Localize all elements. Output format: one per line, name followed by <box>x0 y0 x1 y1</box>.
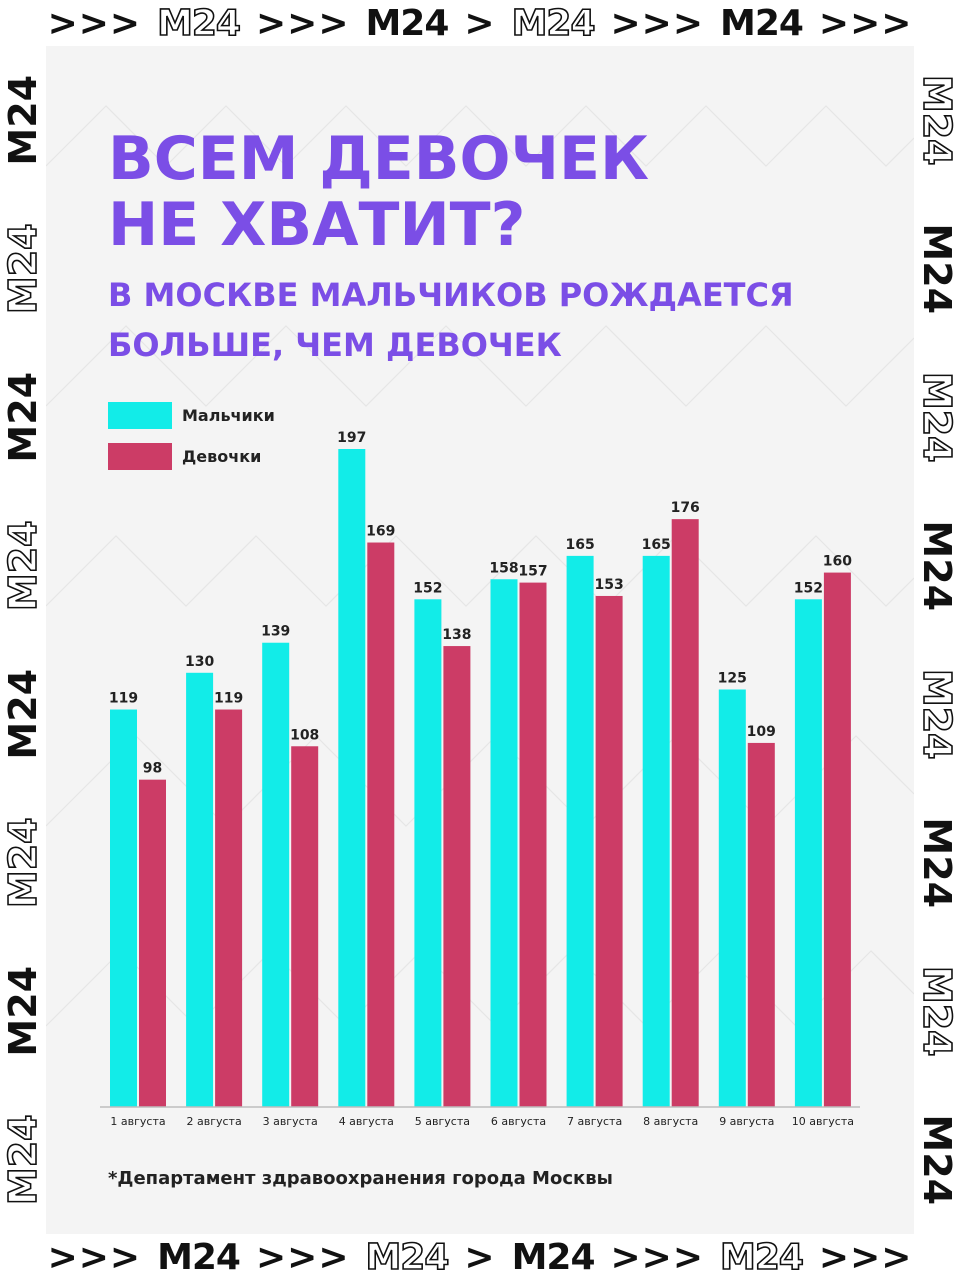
legend-label-girls: Девочки <box>182 447 262 466</box>
m24-logo-outline: M24 <box>0 223 46 315</box>
title-line: НЕ ХВАТИТ? <box>108 190 526 260</box>
m24-logo: M24 <box>720 2 804 44</box>
m24-logo: M24 <box>915 1114 959 1206</box>
m24-logo: M24 <box>915 817 959 909</box>
m24-logo: M24 <box>365 2 449 44</box>
m24-logo: M24 <box>915 520 959 612</box>
right-frame-band: M24 M24 M24 M24 M24 M24 M24 M24 <box>914 46 960 1234</box>
m24-logo-outline: M24 <box>511 2 597 45</box>
arrows-decoration: >>> <box>818 2 913 44</box>
subtitle-line: В МОСКВЕ МАЛЬЧИКОВ РОЖДАЕТСЯ <box>108 276 794 314</box>
top-frame-band: >>> M24 >>> M24 > M24 >>> M24 >>> <box>0 0 960 46</box>
arrows-decoration: >>> <box>610 2 704 44</box>
chart-title: ВСЕМ ДЕВОЧЕК НЕ ХВАТИТ? <box>108 126 649 258</box>
arrow-decoration: > <box>464 1236 496 1278</box>
source-note: *Департамент здравоохранения города Моск… <box>108 1168 613 1189</box>
m24-logo-outline: M24 <box>914 74 960 166</box>
m24-logo: M24 <box>1 668 45 760</box>
left-frame-band: M24 M24 M24 M24 M24 M24 M24 M24 <box>0 46 46 1234</box>
m24-logo: M24 <box>157 1236 241 1278</box>
arrows-decoration: >>> <box>255 1236 350 1278</box>
legend-item-girls: Девочки <box>108 443 275 470</box>
m24-logo: M24 <box>1 371 45 463</box>
m24-logo-outline: M24 <box>365 1236 451 1279</box>
m24-logo-outline: M24 <box>0 520 46 612</box>
arrow-decoration: > <box>464 2 496 44</box>
bottom-frame-band: >>> M24 >>> M24 > M24 >>> M24 >>> <box>0 1234 960 1280</box>
m24-logo-outline: M24 <box>156 2 242 45</box>
subtitle-line: БОЛЬШЕ, ЧЕМ ДЕВОЧЕК <box>108 326 562 364</box>
chart-legend: Мальчики Девочки <box>108 402 275 484</box>
legend-swatch-boys <box>108 402 172 429</box>
m24-logo-outline: M24 <box>719 1236 805 1279</box>
legend-item-boys: Мальчики <box>108 402 275 429</box>
m24-logo-outline: M24 <box>0 1114 46 1206</box>
legend-label-boys: Мальчики <box>182 406 275 425</box>
legend-swatch-girls <box>108 443 172 470</box>
m24-logo-outline: M24 <box>914 965 960 1057</box>
arrows-decoration: >>> <box>818 1236 913 1278</box>
title-line: ВСЕМ ДЕВОЧЕК <box>108 124 650 194</box>
arrows-decoration: >>> <box>47 1236 142 1278</box>
m24-logo: M24 <box>915 223 959 315</box>
arrows-decoration: >>> <box>47 2 142 44</box>
chart-subtitle: В МОСКВЕ МАЛЬЧИКОВ РОЖДАЕТСЯ БОЛЬШЕ, ЧЕМ… <box>108 270 794 370</box>
m24-logo-outline: M24 <box>914 371 960 463</box>
arrows-decoration: >>> <box>255 2 350 44</box>
m24-logo: M24 <box>1 965 45 1057</box>
m24-logo: M24 <box>511 1236 596 1278</box>
m24-logo: M24 <box>1 74 45 166</box>
arrows-decoration: >>> <box>610 1236 704 1278</box>
m24-logo-outline: M24 <box>914 668 960 760</box>
m24-logo-outline: M24 <box>0 817 46 909</box>
